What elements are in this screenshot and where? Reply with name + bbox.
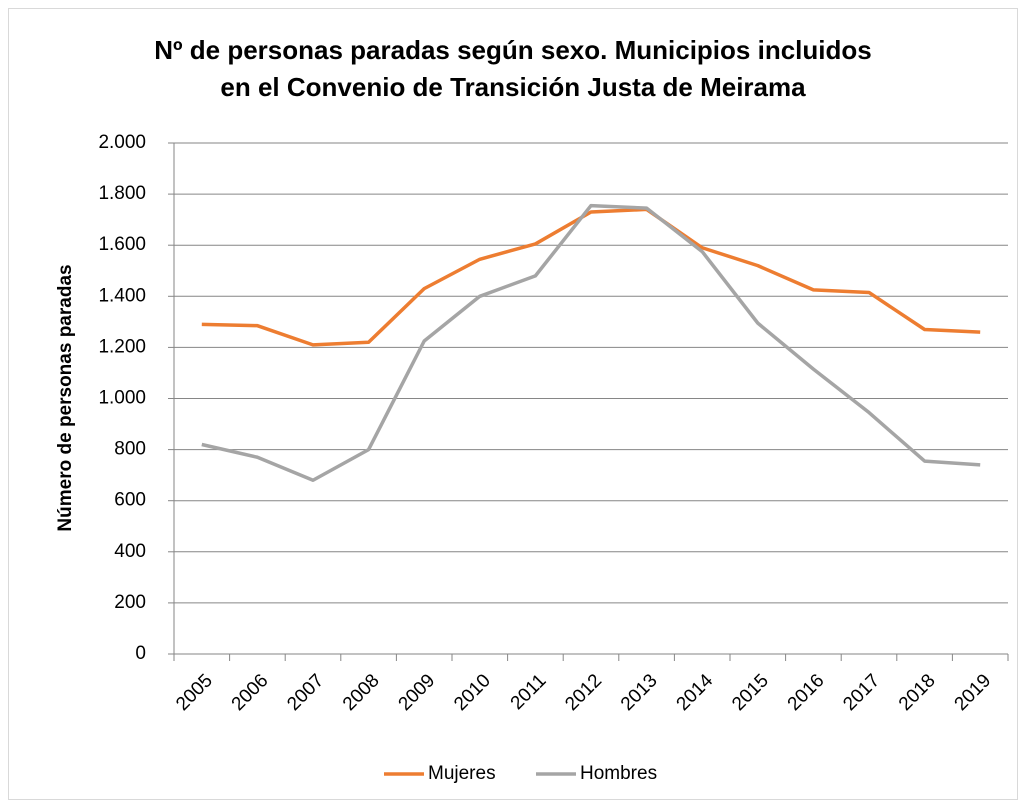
y-tick-label: 400	[114, 541, 146, 562]
y-tick-label: 1.200	[98, 336, 146, 357]
legend-label: Mujeres	[428, 763, 496, 784]
series-line	[201, 203, 981, 483]
chart-border	[8, 8, 1018, 800]
y-axis-label: Número de personas paradas	[55, 264, 76, 531]
y-tick-label: 1.000	[98, 388, 146, 409]
chart-title: Nº de personas paradas según sexo. Munic…	[154, 35, 871, 65]
y-tick-label: 1.400	[98, 285, 146, 306]
y-tick-label: 800	[114, 439, 146, 460]
y-tick-label: 0	[135, 643, 146, 664]
series-line	[201, 207, 981, 347]
legend-label: Hombres	[580, 763, 657, 784]
y-tick-label: 200	[114, 592, 146, 613]
y-tick-label: 1.600	[98, 234, 146, 255]
chart-title: en el Convenio de Transición Justa de Me…	[220, 72, 806, 102]
y-tick-label: 1.800	[98, 183, 146, 204]
y-tick-label: 600	[114, 490, 146, 511]
y-tick-label: 2.000	[98, 132, 146, 153]
